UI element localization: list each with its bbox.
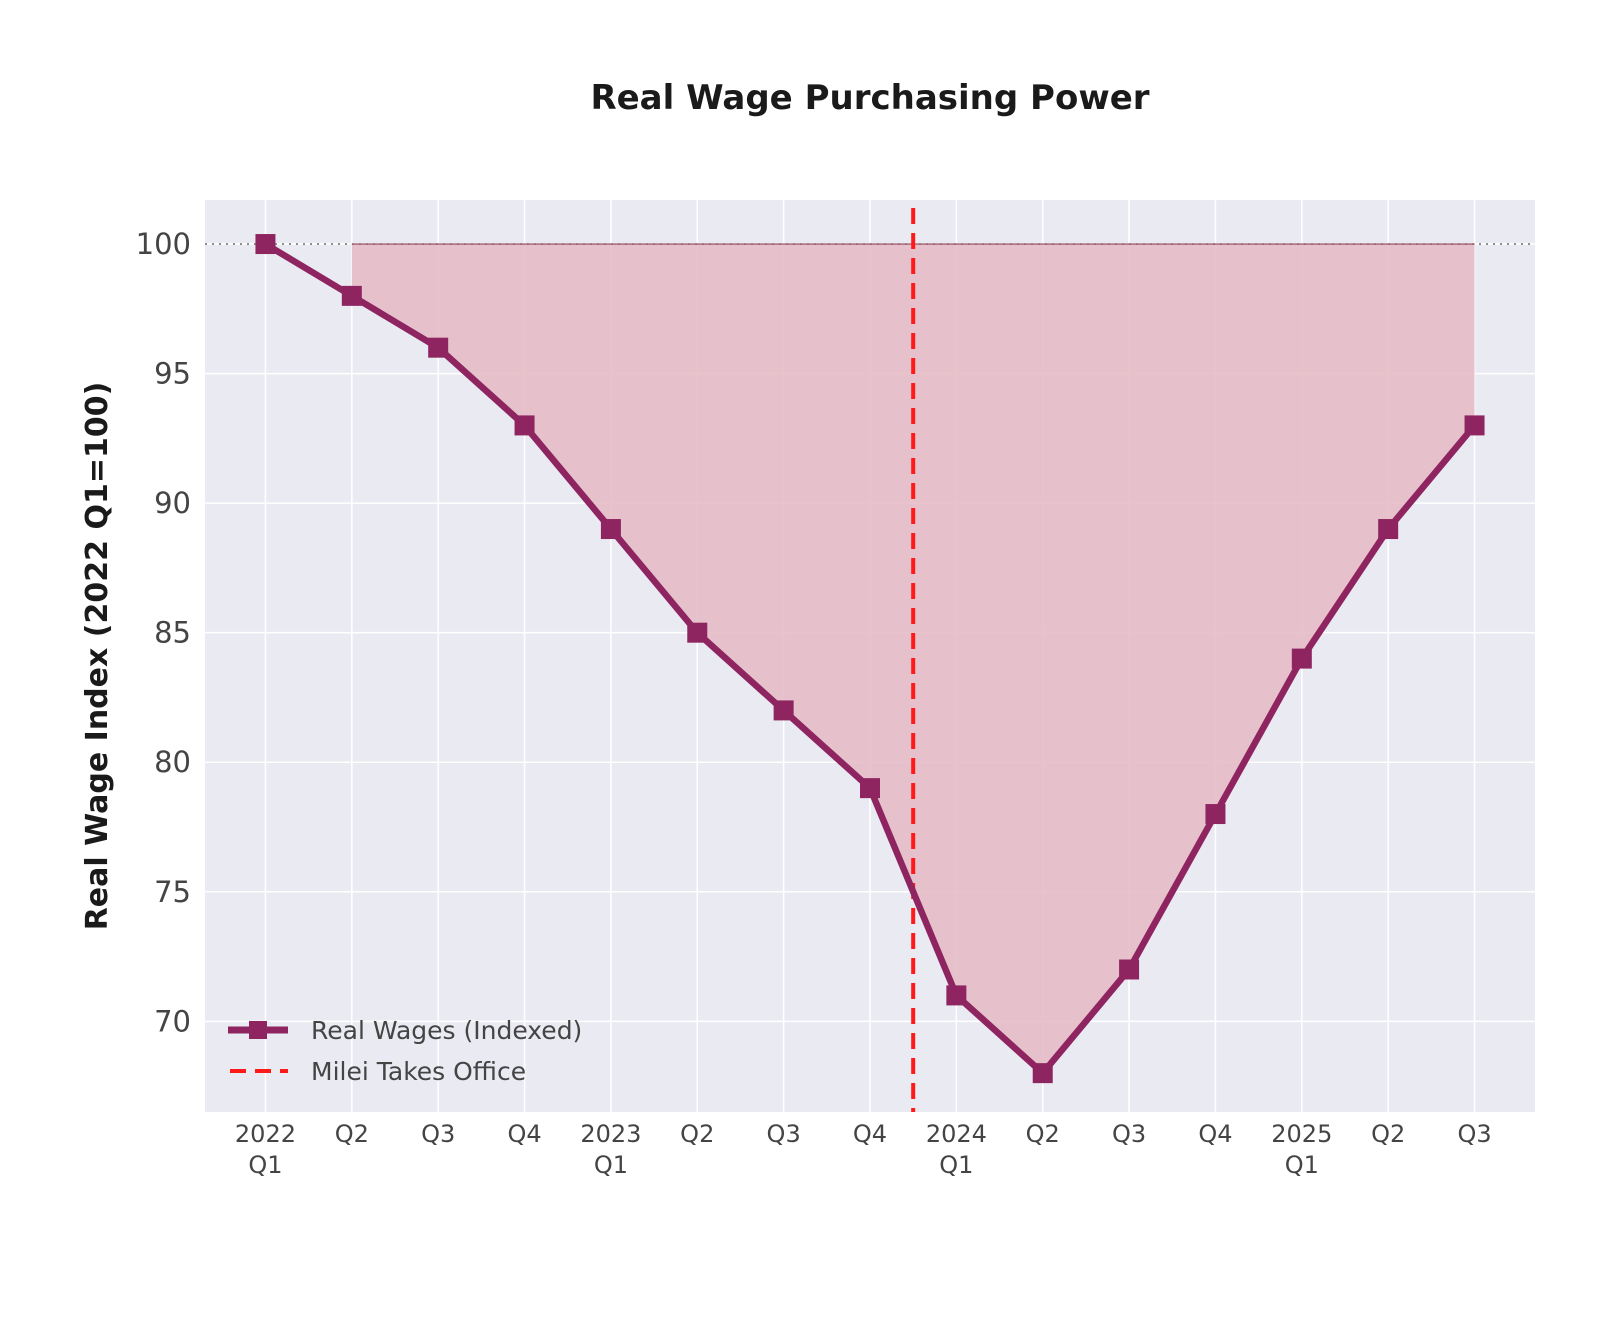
y-tick-labels: 70 75 80 85 90 95 100: [136, 227, 191, 1038]
x-tick-label: Q1: [939, 1151, 973, 1179]
data-point: [687, 622, 708, 643]
y-tick-label: 95: [154, 357, 191, 391]
x-tick-label: Q2: [1371, 1120, 1405, 1148]
data-point: [428, 337, 449, 358]
x-tick-label: 2025: [1271, 1120, 1332, 1148]
data-point: [1032, 1063, 1053, 1084]
x-tick-label: Q2: [1026, 1120, 1060, 1148]
x-tick-label: Q3: [421, 1120, 455, 1148]
y-tick-label: 80: [154, 745, 191, 779]
x-tick-label: Q3: [1457, 1120, 1491, 1148]
x-tick-label: Q3: [767, 1120, 801, 1148]
data-point: [1291, 648, 1312, 669]
legend-event-label: Milei Takes Office: [311, 1057, 526, 1086]
x-tick-label: 2024: [926, 1120, 987, 1148]
y-tick-label: 100: [136, 227, 191, 261]
data-point: [341, 285, 362, 306]
x-tick-label: Q2: [680, 1120, 714, 1148]
data-point: [600, 519, 621, 540]
data-point: [514, 415, 535, 436]
y-axis-label: Real Wage Index (2022 Q1=100): [80, 382, 115, 931]
legend-series-marker: [249, 1021, 267, 1039]
x-tick-labels: 2022 Q1 Q2 Q3 Q4 2023 Q1 Q2 Q3 Q4 2024 Q1 Q2 Q3 Q4 2025…: [235, 1120, 1492, 1179]
data-point: [1205, 804, 1226, 825]
x-tick-label: 2022: [235, 1120, 296, 1148]
data-point: [773, 700, 794, 721]
chart-title: Real Wage Purchasing Power: [590, 78, 1149, 118]
legend: Real Wages (Indexed) Milei Takes Office: [228, 1016, 582, 1086]
y-tick-label: 85: [154, 616, 191, 650]
data-point: [1119, 959, 1140, 980]
data-point: [1464, 415, 1485, 436]
x-tick-label: Q4: [1198, 1120, 1232, 1148]
data-point: [1378, 519, 1399, 540]
x-tick-label: Q2: [335, 1120, 369, 1148]
y-tick-label: 70: [154, 1004, 191, 1038]
series-markers: [255, 234, 1485, 1084]
y-tick-label: 75: [154, 875, 191, 909]
data-point: [255, 234, 276, 255]
x-tick-label: Q1: [248, 1151, 282, 1179]
data-point: [946, 985, 967, 1006]
x-tick-label: Q1: [594, 1151, 628, 1179]
x-tick-label: Q3: [1112, 1120, 1146, 1148]
x-tick-label: Q4: [853, 1120, 887, 1148]
x-tick-label: Q4: [507, 1120, 541, 1148]
data-point: [860, 778, 880, 799]
y-tick-label: 90: [154, 486, 191, 520]
legend-series-label: Real Wages (Indexed): [311, 1016, 582, 1045]
x-tick-label: Q1: [1285, 1151, 1319, 1179]
x-tick-label: 2023: [580, 1120, 641, 1148]
